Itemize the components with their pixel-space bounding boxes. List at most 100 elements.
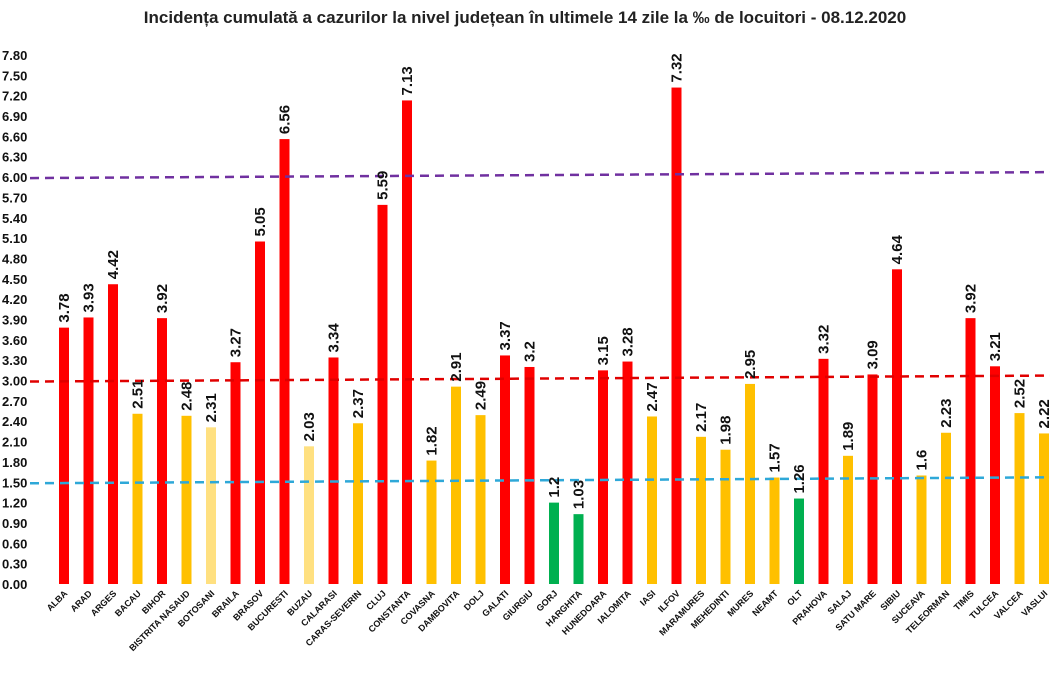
category-label: ALBA xyxy=(45,588,70,613)
bar xyxy=(573,514,584,584)
y-tick-label: 5.10 xyxy=(2,231,27,246)
data-labels-group: 3.78 3.93 4.42 2.51 3.92 2.48 2.31 3.27 5.05 6.56… xyxy=(56,53,1050,509)
data-label: 2.22 xyxy=(1036,399,1050,428)
data-label: 2.03 xyxy=(301,412,318,441)
data-label: 1.2 xyxy=(546,477,563,498)
y-tick-label: 6.30 xyxy=(2,150,27,165)
data-label: 7.32 xyxy=(669,53,686,82)
bar xyxy=(524,366,535,584)
data-label: 3.37 xyxy=(497,321,514,350)
bars-group xyxy=(59,87,1049,585)
bar xyxy=(916,475,927,584)
bar xyxy=(843,455,853,584)
data-label: 2.31 xyxy=(203,393,220,422)
data-label: 3.21 xyxy=(987,332,1004,361)
bar xyxy=(818,358,829,584)
data-label: 7.13 xyxy=(399,66,416,95)
y-tick-label: 0.90 xyxy=(2,516,27,531)
reference-lines xyxy=(29,170,1050,485)
data-label: 2.95 xyxy=(742,350,759,379)
data-label: 2.17 xyxy=(693,403,710,432)
y-tick-label: 6.00 xyxy=(2,170,27,185)
data-label: 1.89 xyxy=(840,422,857,451)
y-tick-label: 3.90 xyxy=(2,313,27,328)
data-label: 5.59 xyxy=(375,171,392,200)
category-label: BACAU xyxy=(113,588,143,618)
bar xyxy=(353,423,363,584)
data-label: 1.82 xyxy=(424,426,441,455)
data-label: 3.92 xyxy=(154,284,171,313)
y-axis: 0.00 0.30 0.60 0.90 1.20 1.50 1.80 2.10 2.40 2.70… xyxy=(2,48,27,592)
reference-line xyxy=(29,374,1050,383)
data-label: 6.56 xyxy=(277,105,294,134)
data-label: 2.47 xyxy=(644,382,661,411)
data-label: 3.32 xyxy=(816,325,833,354)
bar xyxy=(451,386,461,584)
y-tick-label: 0.00 xyxy=(2,577,27,592)
bar xyxy=(671,87,682,585)
bar xyxy=(157,318,167,584)
bar xyxy=(745,383,755,584)
data-label: 2.91 xyxy=(448,352,465,381)
data-label: 1.57 xyxy=(767,443,784,472)
bar xyxy=(769,477,780,584)
y-tick-label: 3.00 xyxy=(2,374,27,389)
data-label: 2.37 xyxy=(350,389,367,418)
bar xyxy=(1014,413,1025,584)
category-label: VASLUI xyxy=(1019,588,1049,618)
bar xyxy=(696,436,706,584)
y-tick-label: 2.10 xyxy=(2,435,27,450)
y-tick-label: 4.80 xyxy=(2,251,27,266)
data-label: 3.2 xyxy=(522,341,539,362)
data-label: 3.92 xyxy=(963,284,980,313)
data-label: 3.15 xyxy=(595,336,612,365)
bar xyxy=(230,362,241,584)
bar xyxy=(328,357,339,584)
data-label: 5.05 xyxy=(252,207,269,236)
y-tick-label: 7.80 xyxy=(2,48,27,63)
reference-line xyxy=(29,476,1050,485)
bar xyxy=(304,446,314,584)
data-label: 3.78 xyxy=(56,293,73,322)
bar xyxy=(990,366,1000,584)
data-label: 4.64 xyxy=(889,234,906,264)
data-label: 3.93 xyxy=(81,283,98,312)
bar xyxy=(598,370,608,584)
bar xyxy=(475,415,486,584)
data-label: 2.49 xyxy=(473,381,490,410)
y-tick-label: 0.60 xyxy=(2,536,27,551)
y-tick-label: 0.30 xyxy=(2,557,27,572)
y-tick-label: 2.70 xyxy=(2,394,27,409)
data-label: 3.28 xyxy=(620,327,637,356)
y-tick-label: 6.90 xyxy=(2,109,27,124)
y-tick-label: 4.50 xyxy=(2,272,27,287)
data-label: 1.03 xyxy=(571,480,588,509)
y-tick-label: 5.70 xyxy=(2,190,27,205)
data-label: 2.51 xyxy=(130,380,147,409)
bar xyxy=(647,416,657,584)
data-label: 3.34 xyxy=(326,323,343,353)
category-label: MURES xyxy=(725,588,755,618)
bar xyxy=(108,284,118,584)
data-label: 2.52 xyxy=(1012,379,1029,408)
bar xyxy=(426,460,437,584)
data-label: 2.48 xyxy=(179,382,196,411)
data-label: 1.6 xyxy=(914,450,931,471)
y-tick-label: 1.50 xyxy=(2,475,27,490)
chart-title: Incidența cumulată a cazurilor la nivel … xyxy=(143,8,907,27)
y-tick-label: 7.20 xyxy=(2,89,27,104)
y-tick-label: 6.60 xyxy=(2,129,27,144)
bar xyxy=(965,318,976,584)
bar xyxy=(892,269,902,584)
bar xyxy=(500,355,510,584)
bar xyxy=(255,241,265,584)
bar xyxy=(181,415,192,584)
bar xyxy=(132,413,143,584)
data-label: 2.23 xyxy=(938,399,955,428)
data-label: 4.42 xyxy=(105,250,122,279)
data-label: 1.26 xyxy=(791,464,808,493)
y-tick-label: 4.20 xyxy=(2,292,27,307)
bar xyxy=(402,100,412,584)
data-label: 3.09 xyxy=(865,340,882,369)
